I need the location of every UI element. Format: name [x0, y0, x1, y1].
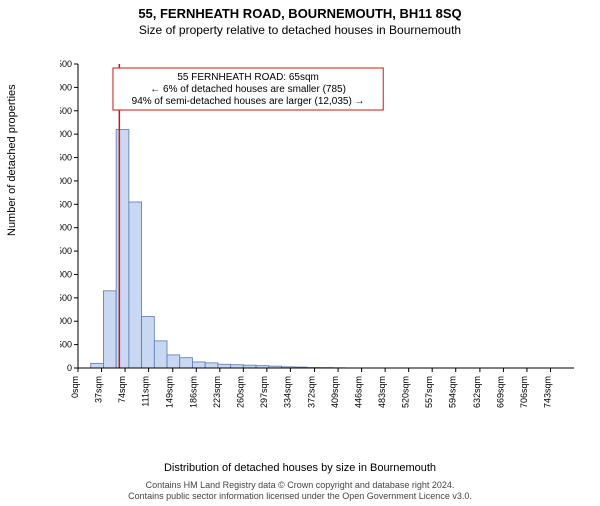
svg-text:6000: 6000: [60, 82, 72, 92]
svg-text:297sqm: 297sqm: [259, 376, 269, 408]
svg-text:4500: 4500: [60, 153, 72, 163]
svg-text:260sqm: 260sqm: [235, 376, 245, 408]
svg-text:186sqm: 186sqm: [188, 376, 198, 408]
svg-text:0: 0: [67, 363, 72, 373]
page-title: 55, FERNHEATH ROAD, BOURNEMOUTH, BH11 8S…: [0, 6, 600, 21]
svg-text:520sqm: 520sqm: [401, 376, 411, 408]
histogram-chart: 0 500 1000 1500 2000 2500 3000 3500 4000 4500 5000…: [60, 58, 580, 428]
y-axis-label: Number of detached properties: [6, 84, 18, 236]
svg-text:37sqm: 37sqm: [94, 376, 104, 403]
svg-text:334sqm: 334sqm: [282, 376, 292, 408]
svg-text:706sqm: 706sqm: [519, 376, 529, 408]
chart-svg: 0 500 1000 1500 2000 2500 3000 3500 4000 4500 5000…: [60, 58, 580, 428]
svg-text:632sqm: 632sqm: [472, 376, 482, 408]
x-axis-label: Distribution of detached houses by size …: [0, 462, 600, 474]
svg-text:94% of semi-detached houses ar: 94% of semi-detached houses are larger (…: [132, 96, 365, 107]
svg-text:← 6% of detached houses are sm: ← 6% of detached houses are smaller (785…: [150, 84, 346, 95]
svg-text:743sqm: 743sqm: [542, 376, 552, 408]
svg-text:223sqm: 223sqm: [212, 376, 222, 408]
footer-attribution: Contains HM Land Registry data © Crown c…: [0, 480, 600, 503]
svg-text:3500: 3500: [60, 199, 72, 209]
svg-text:149sqm: 149sqm: [165, 376, 175, 408]
svg-text:2000: 2000: [60, 269, 72, 279]
svg-text:5000: 5000: [60, 129, 72, 139]
svg-text:669sqm: 669sqm: [495, 376, 505, 408]
svg-text:74sqm: 74sqm: [117, 376, 127, 403]
svg-text:594sqm: 594sqm: [448, 376, 458, 408]
svg-text:55 FERNHEATH ROAD: 65sqm: 55 FERNHEATH ROAD: 65sqm: [177, 72, 319, 83]
svg-text:6500: 6500: [60, 59, 72, 69]
svg-text:1000: 1000: [60, 316, 72, 326]
svg-text:372sqm: 372sqm: [307, 376, 317, 408]
footer-line-1: Contains HM Land Registry data © Crown c…: [0, 480, 600, 491]
svg-text:5500: 5500: [60, 106, 72, 116]
svg-text:483sqm: 483sqm: [377, 376, 387, 408]
svg-text:1500: 1500: [60, 293, 72, 303]
page-subtitle: Size of property relative to detached ho…: [0, 23, 600, 37]
svg-text:500: 500: [60, 340, 72, 350]
footer-line-2: Contains public sector information licen…: [0, 491, 600, 502]
svg-text:446sqm: 446sqm: [354, 376, 364, 408]
svg-text:2500: 2500: [60, 246, 72, 256]
svg-text:0sqm: 0sqm: [70, 376, 80, 398]
svg-text:111sqm: 111sqm: [141, 376, 151, 407]
svg-text:557sqm: 557sqm: [424, 376, 434, 408]
svg-text:4000: 4000: [60, 176, 72, 186]
svg-text:3000: 3000: [60, 223, 72, 233]
svg-text:409sqm: 409sqm: [330, 376, 340, 408]
